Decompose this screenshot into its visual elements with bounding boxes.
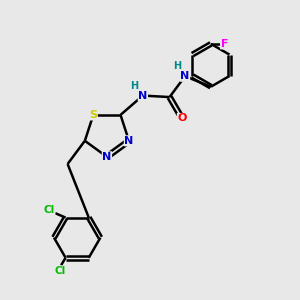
Text: F: F — [220, 39, 228, 49]
Text: H: H — [130, 81, 139, 91]
Text: S: S — [89, 110, 97, 120]
Text: N: N — [180, 71, 190, 81]
Text: N: N — [124, 136, 134, 146]
Text: Cl: Cl — [54, 266, 65, 276]
Text: N: N — [102, 152, 112, 162]
Text: Cl: Cl — [44, 205, 55, 215]
Text: N: N — [138, 91, 147, 100]
Text: H: H — [172, 61, 181, 71]
Text: O: O — [177, 113, 187, 124]
